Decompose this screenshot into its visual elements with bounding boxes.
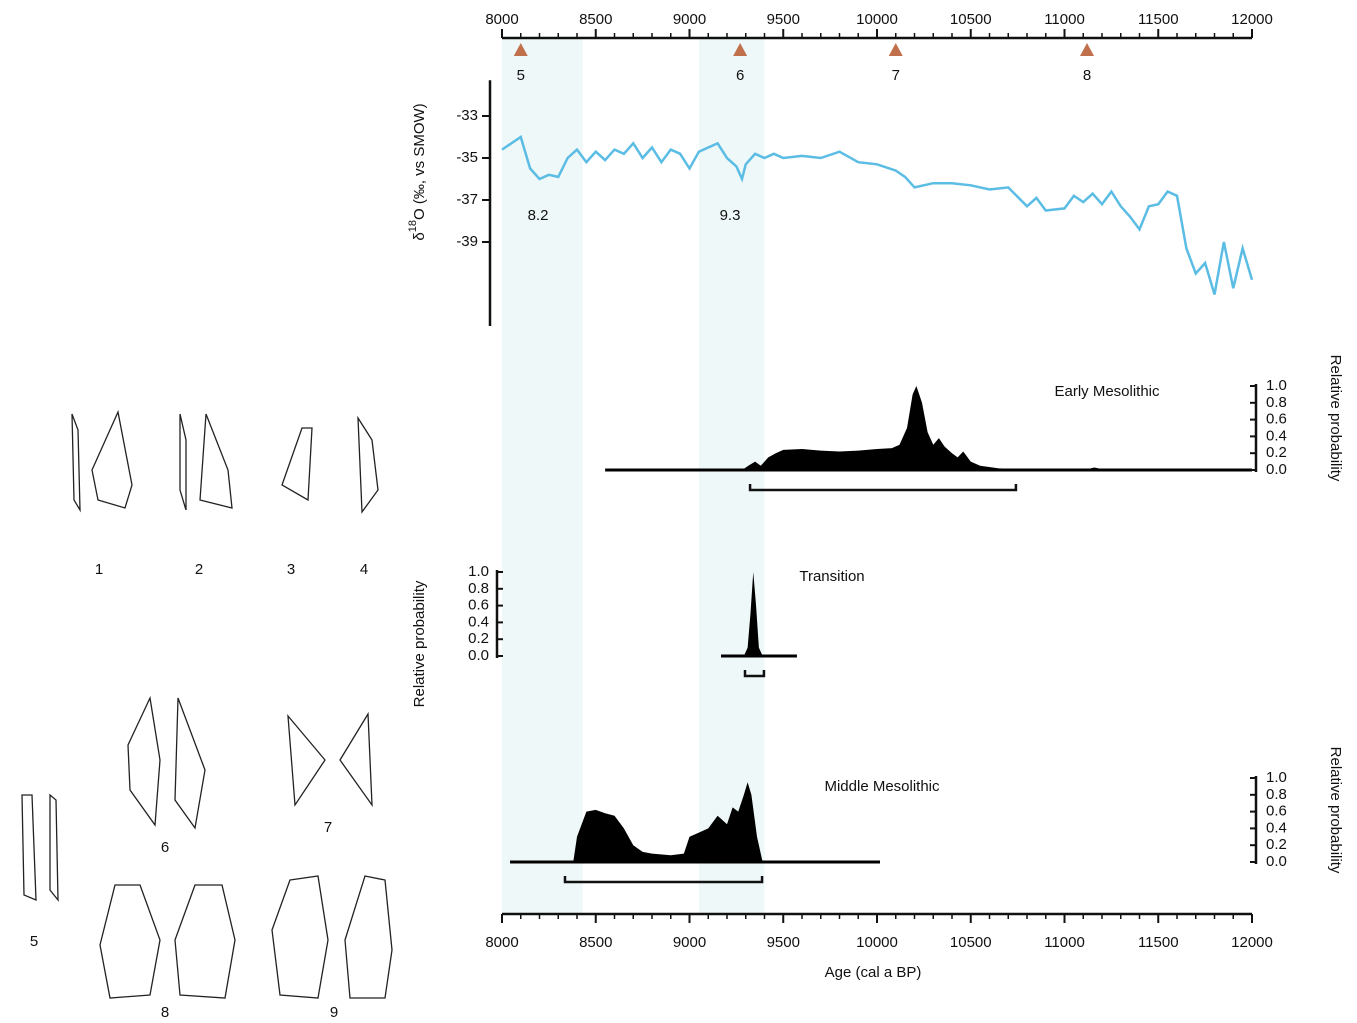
prob-tick-label: 0.4 [1266,427,1287,444]
artifact-drawing [174,884,236,999]
x-tick-label: 11500 [1138,934,1179,951]
event-marker [733,43,748,56]
probability-area [510,782,880,862]
prob-tick-label: 0.0 [1266,853,1287,870]
event-marker [513,43,528,56]
y-label-symbol: δ [411,232,428,240]
artifact-label: 8 [161,1004,169,1021]
artifact-drawing [271,875,329,999]
prob-tick-label: 0.8 [468,580,489,597]
x-tick-label: 10000 [856,11,898,28]
prob-axis-title: Relative probability [1327,355,1344,482]
artifacts: 1 2 3 4 5 6 7 8 9 [21,409,393,1021]
x-tick-label: 8000 [485,11,518,28]
artifact-label: 6 [161,839,169,856]
prob-tick-label: 0.0 [1266,461,1287,478]
artifact-drawing [199,413,233,509]
prob-tick-label: 0.8 [1266,394,1287,411]
artifact-drawing [287,714,326,807]
event-label: 6 [736,67,744,84]
shaded-band [502,38,583,914]
x-tick-label: 8500 [579,934,612,951]
bands [502,38,765,914]
x-tick-label: 11000 [1044,11,1085,28]
artifact-label: 5 [30,933,38,950]
x-tick-label: 12000 [1231,934,1273,951]
annotation: 8.2 [528,207,549,224]
artifact-drawing [339,711,373,808]
artifact-drawing [281,427,313,502]
range-bracket [748,484,1018,492]
prob-tick-label: 0.6 [1266,411,1287,428]
x-tick-label: 10500 [950,934,992,951]
x-tick-label: 9500 [767,934,800,951]
prob-tick-label: 0.2 [468,630,489,647]
artifact-label: 3 [287,561,295,578]
range-bracket [563,876,764,884]
shaded-band [698,38,765,914]
artifact-drawing [49,793,59,902]
series-title: Middle Mesolithic [824,778,940,795]
prob-axis-title: Relative probability [1327,747,1344,874]
prob-tick-label: 0.6 [468,597,489,614]
y-tick-label: -37 [456,191,478,208]
artifact-drawing [344,875,393,999]
prob-tick-label: 0.4 [468,613,489,630]
event-label: 5 [517,67,525,84]
x-tick-label: 9000 [673,934,706,951]
x-tick-label: 8500 [579,11,612,28]
annotation: 9.3 [720,207,741,224]
artifact-label: 1 [95,561,103,578]
artifact-drawing [127,695,161,827]
y-label-rest: O (‰, vs SMOW) [411,103,428,220]
range-bracket [743,670,766,678]
prob-axis-title: Relative probability [411,580,428,707]
x-tick-label: 11500 [1138,11,1179,28]
y-axis-title: δ18O (‰, vs SMOW) [407,103,428,240]
data-line [501,135,1254,295]
x-tick-label: 9000 [673,11,706,28]
prob-tick-label: 1.0 [1266,377,1287,394]
x-tick-label: 8000 [485,934,518,951]
x-axis-title: Age (cal a BP) [825,964,922,981]
artifact-drawing [91,409,133,509]
artifact-drawing [357,415,379,514]
x-tick-label: 10000 [856,934,898,951]
y-tick-label: -35 [456,149,478,166]
event-marker [888,43,903,56]
series-title: Early Mesolithic [1054,383,1160,400]
artifact-drawing [71,413,81,513]
event-marker [1080,43,1094,56]
x-tick-label: 11000 [1044,934,1085,951]
event-label: 7 [892,67,900,84]
artifact-label: 2 [195,561,203,578]
prob-tick-label: 0.4 [1266,819,1287,836]
prob-tick-label: 0.2 [1266,836,1287,853]
artifact-drawing [174,697,206,830]
prob-tick-label: 1.0 [1266,769,1287,786]
series-title: Transition [799,568,864,585]
y-label-superscript: 18 [407,220,419,232]
x-tick-label: 12000 [1231,11,1273,28]
prob-tick-label: 0.8 [1266,786,1287,803]
probability-area [605,386,1252,470]
y-tick-label: -33 [456,107,478,124]
prob-tick-label: 0.6 [1266,803,1287,820]
prob-tick-label: 1.0 [468,563,489,580]
y-tick-label: -39 [456,233,478,250]
artifact-label: 7 [324,819,332,836]
prob-tick-label: 0.2 [1266,444,1287,461]
prob-tick-label: 0.0 [468,647,489,664]
artifact-drawing [99,884,161,999]
event-label: 8 [1083,67,1091,84]
artifact-label: 4 [360,561,368,578]
artifact-drawing [21,794,37,901]
artifact-label: 9 [330,1004,338,1021]
x-tick-label: 10500 [950,11,992,28]
artifact-drawing [179,413,187,511]
x-tick-label: 9500 [767,11,800,28]
